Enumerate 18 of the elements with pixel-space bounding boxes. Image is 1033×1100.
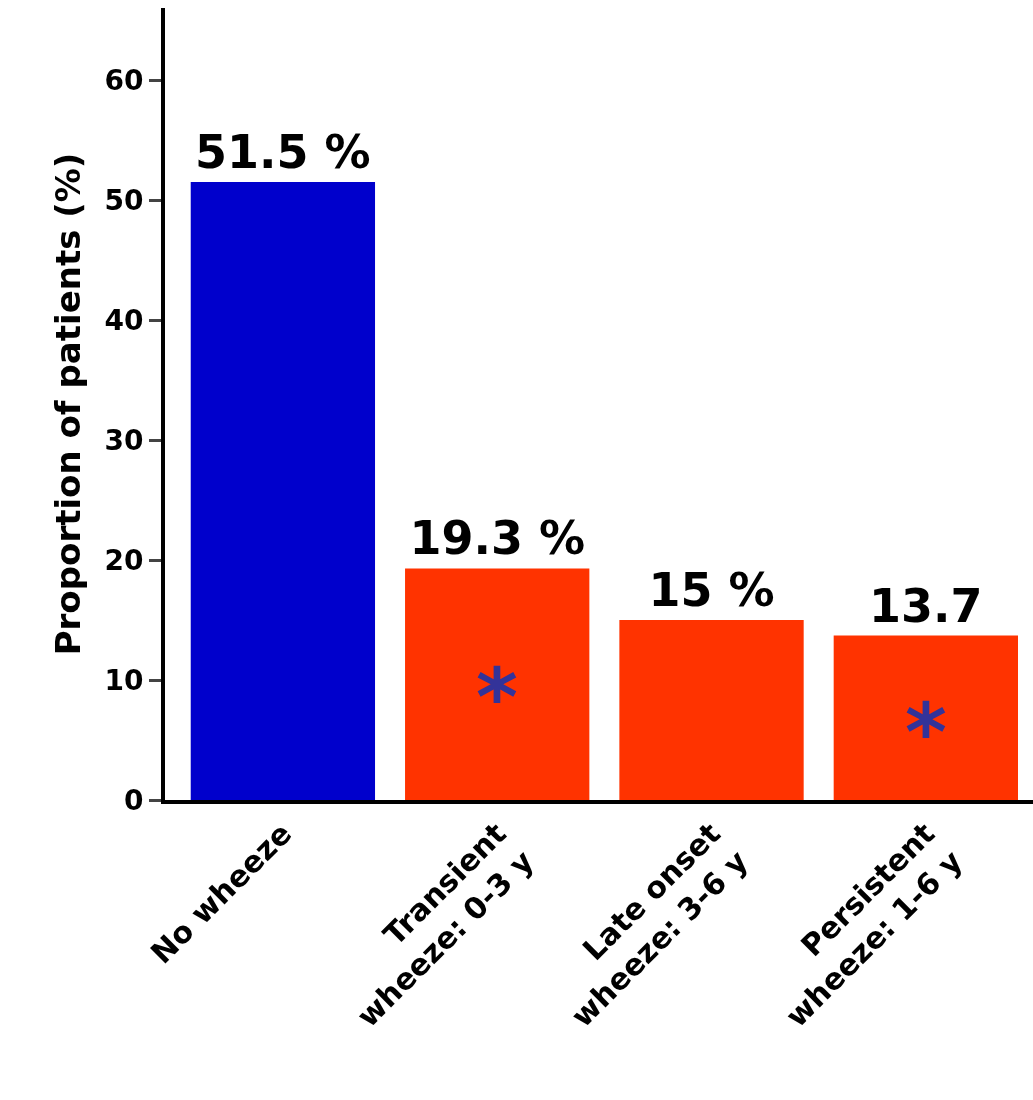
bar (833, 635, 1018, 800)
y-tick-label: 40 (104, 303, 144, 337)
data-label: 19.3 % (409, 511, 585, 566)
data-label: 13.7 (869, 578, 983, 633)
y-tick-label: 0 (123, 783, 144, 817)
y-tick-label: 60 (104, 63, 144, 97)
bar (619, 620, 804, 800)
y-tick-label: 10 (104, 663, 144, 697)
y-tick-label: 20 (104, 543, 144, 577)
data-label: 51.5 % (195, 125, 371, 179)
y-tick-label: 30 (104, 423, 144, 457)
bar (405, 568, 590, 800)
data-label: 15 % (648, 563, 775, 617)
bar (190, 182, 376, 800)
y-axis-title: Proportion of patients (%) (47, 152, 88, 656)
annotation: * (476, 651, 518, 744)
y-tick-label: 50 (104, 183, 144, 217)
annotation: * (905, 686, 947, 779)
